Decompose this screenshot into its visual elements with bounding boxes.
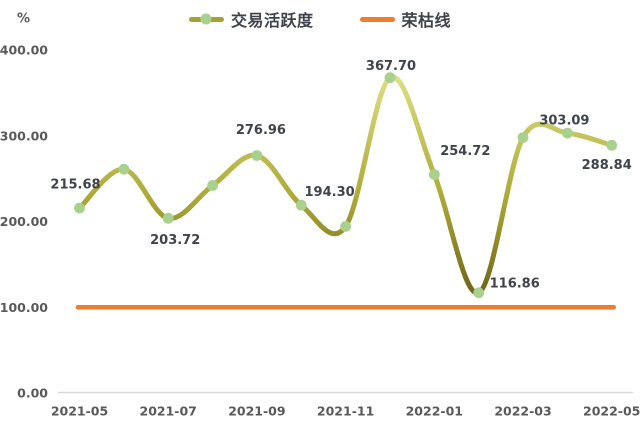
data-point-marker xyxy=(207,180,219,191)
activity-line-swatch-icon xyxy=(188,13,224,25)
y-axis-tick-label: 100.00 xyxy=(0,300,48,315)
data-point-marker xyxy=(74,202,85,214)
activity-line-series xyxy=(77,74,615,296)
chart-legend: 交易活跃度 荣枯线 xyxy=(0,7,640,31)
x-axis-tick-label: 2021-09 xyxy=(228,404,285,419)
data-point-marker xyxy=(295,199,307,211)
data-point-label: 194.30 xyxy=(305,185,355,200)
data-point-marker xyxy=(517,132,529,143)
data-point-label: 303.09 xyxy=(539,114,589,129)
data-point-marker xyxy=(606,139,618,151)
data-point-label: 288.84 xyxy=(582,158,632,173)
y-axis-tick-label: 200.00 xyxy=(0,214,48,229)
data-point-label: 215.68 xyxy=(50,178,100,193)
legend-label-boom-bust-line: 荣枯线 xyxy=(401,11,452,30)
boom-bust-line-swatch-icon xyxy=(359,16,395,22)
x-axis-tick-label: 2021-07 xyxy=(140,404,197,419)
data-point-label: 367.70 xyxy=(366,59,416,74)
x-axis-tick-label: 2021-05 xyxy=(51,404,108,419)
y-axis-tick-label: 400.00 xyxy=(0,43,48,58)
activity-marker-icon xyxy=(200,13,212,25)
x-axis-tick-label: 2022-03 xyxy=(494,404,551,419)
data-point-marker xyxy=(340,221,351,232)
y-axis-unit-label: % xyxy=(17,12,30,27)
data-point-marker xyxy=(118,163,130,175)
data-point-marker xyxy=(162,212,174,224)
data-point-label: 116.86 xyxy=(490,276,540,291)
y-axis-tick-label: 300.00 xyxy=(0,128,48,143)
data-point-marker xyxy=(562,127,573,139)
x-axis-tick-label: 2022-05 xyxy=(583,404,640,419)
data-point-label: 276.96 xyxy=(236,123,286,138)
data-point-marker xyxy=(428,169,440,181)
data-point-label: 203.72 xyxy=(150,233,200,248)
legend-item-boom-bust-line: 荣枯线 xyxy=(359,7,452,31)
x-axis-tick-label: 2022-01 xyxy=(406,404,463,419)
legend-item-trading-activity: 交易活跃度 xyxy=(188,7,314,31)
legend-label-trading-activity: 交易活跃度 xyxy=(230,11,314,30)
x-axis-tick-label: 2021-11 xyxy=(317,404,374,419)
data-point-marker xyxy=(473,287,485,299)
y-axis-tick-label: 0.00 xyxy=(17,386,48,401)
data-point-marker xyxy=(251,150,263,161)
data-point-marker xyxy=(384,72,396,84)
data-point-label: 254.72 xyxy=(440,144,490,159)
